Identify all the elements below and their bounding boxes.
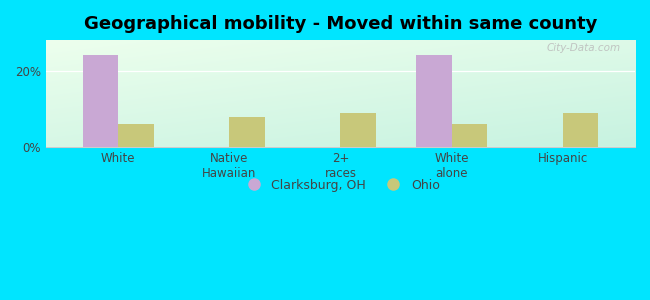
Bar <box>118 124 153 147</box>
Text: City-Data.com: City-Data.com <box>546 43 620 53</box>
Bar <box>452 124 487 147</box>
Title: Geographical mobility - Moved within same county: Geographical mobility - Moved within sam… <box>84 15 597 33</box>
Bar <box>229 117 265 147</box>
Bar <box>341 113 376 147</box>
Bar <box>83 56 118 147</box>
Bar <box>416 56 452 147</box>
Legend: Clarksburg, OH, Ohio: Clarksburg, OH, Ohio <box>236 173 445 196</box>
Bar <box>563 113 598 147</box>
